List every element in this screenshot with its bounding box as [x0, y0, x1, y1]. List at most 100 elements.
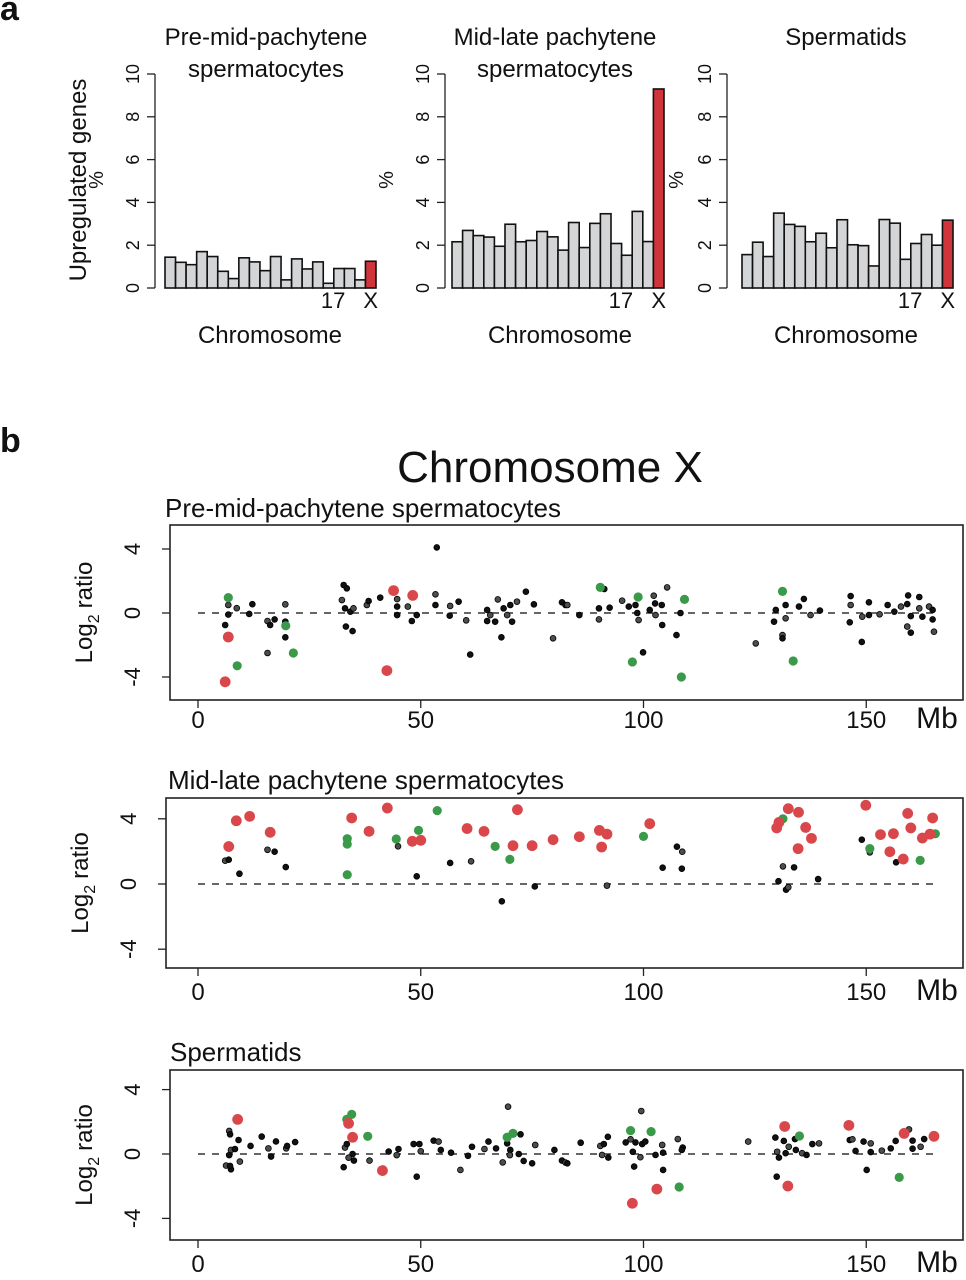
- point-unchanged: [652, 1151, 659, 1159]
- bar-4: [482, 236, 496, 289]
- bar-5: [206, 255, 219, 289]
- x-tick-label: 0: [191, 707, 204, 734]
- point-unchanged: [816, 607, 824, 614]
- point-green: [347, 1109, 357, 1119]
- bar-16: [610, 242, 623, 289]
- point-unchanged: [779, 634, 786, 642]
- point-unchanged: [446, 602, 454, 610]
- point-unchanged: [225, 856, 233, 864]
- point-unchanged: [847, 592, 854, 600]
- y-axis-label-main: Log: [67, 894, 94, 934]
- point-unchanged: [659, 1149, 667, 1157]
- bar-3: [185, 263, 198, 289]
- point-red: [800, 822, 812, 833]
- point-unchanged: [606, 604, 613, 612]
- bar-19: [354, 279, 367, 289]
- point-red: [223, 841, 235, 852]
- point-unchanged: [678, 848, 686, 856]
- point-unchanged: [663, 584, 671, 591]
- point-unchanged: [773, 1148, 781, 1156]
- bar-19: [641, 240, 655, 289]
- point-red: [902, 808, 914, 819]
- bar-14: [588, 222, 602, 289]
- bar-1: [164, 256, 177, 289]
- point-unchanged: [291, 1138, 299, 1146]
- x-axis-label: Mb: [916, 1246, 958, 1279]
- point-unchanged: [394, 843, 402, 850]
- point-unchanged: [884, 601, 891, 609]
- point-unchanged: [678, 1146, 686, 1154]
- point-unchanged: [341, 605, 349, 612]
- point-red: [924, 828, 936, 840]
- x-tick-label: 50: [407, 707, 434, 734]
- point-unchanged: [393, 603, 401, 610]
- point-unchanged: [785, 1143, 793, 1151]
- point-red: [573, 831, 585, 843]
- point-unchanged: [632, 601, 639, 609]
- point-unchanged: [231, 1145, 239, 1153]
- point-unchanged: [267, 1153, 275, 1160]
- point-unchanged: [629, 1148, 637, 1156]
- point-unchanged: [494, 596, 502, 603]
- plot-frame: [165, 797, 964, 969]
- point-unchanged: [503, 611, 511, 619]
- point-red: [596, 841, 608, 853]
- point-red: [407, 590, 419, 601]
- y-axis-label-main: Log: [71, 1166, 98, 1206]
- point-unchanged: [393, 1151, 400, 1159]
- bar-7: [804, 240, 817, 289]
- point-unchanged: [498, 897, 506, 905]
- point-red: [264, 826, 276, 838]
- x-tick-label: 0: [191, 979, 204, 1006]
- y-axis-label-rest: ratio: [67, 832, 94, 879]
- bar-15: [599, 212, 612, 289]
- point-red: [779, 1121, 791, 1132]
- bar-13: [290, 258, 303, 289]
- y-tick-label: 8: [123, 112, 143, 122]
- bar-11: [269, 255, 282, 289]
- point-unchanged: [677, 609, 684, 617]
- point-green: [342, 839, 352, 849]
- point-unchanged: [772, 1134, 779, 1141]
- point-unchanged: [633, 609, 641, 617]
- chart-title: Pre-mid-pachytene: [165, 24, 368, 51]
- point-unchanged: [447, 1149, 455, 1157]
- y-tick-label: 4: [413, 197, 433, 207]
- point-unchanged: [393, 595, 401, 603]
- bar-5: [493, 245, 506, 289]
- y-tick-label: 8: [695, 112, 715, 122]
- y-axis-label: %: [666, 171, 688, 189]
- bar-17: [909, 242, 923, 289]
- point-unchanged: [860, 1138, 867, 1145]
- point-red: [644, 818, 656, 830]
- y-tick-label: 4: [120, 543, 145, 555]
- y-tick-label: 10: [413, 64, 433, 84]
- point-green: [788, 656, 798, 666]
- point-unchanged: [780, 1137, 788, 1145]
- point-unchanged: [446, 859, 454, 867]
- y-tick-label: 10: [123, 64, 143, 84]
- point-red: [381, 665, 393, 676]
- point-unchanged: [467, 858, 475, 865]
- a-y-axis-label: Upregulated genes: [65, 79, 92, 282]
- x-tick-label: X: [651, 288, 666, 313]
- bar-6: [504, 223, 517, 289]
- point-unchanged: [457, 1166, 464, 1174]
- point-unchanged: [847, 601, 854, 609]
- point-unchanged: [809, 1140, 816, 1148]
- y-tick-label: 6: [695, 155, 715, 165]
- point-unchanged: [917, 1143, 924, 1151]
- point-green: [595, 582, 605, 593]
- scatter-chart-1: Pre-mid-pachytene spermatocytes 4 0 -4 0 50 10…: [71, 493, 964, 735]
- y-tick-label: 0: [120, 607, 145, 619]
- point-unchanged: [564, 601, 571, 609]
- bar-19: [931, 244, 944, 289]
- point-unchanged: [365, 597, 372, 605]
- bar-3: [762, 255, 775, 289]
- point-unchanged: [283, 1142, 291, 1150]
- bar-17: [332, 267, 346, 289]
- y-tick-label: 4: [123, 197, 143, 207]
- bar-14: [301, 268, 314, 289]
- point-unchanged: [803, 1151, 810, 1159]
- point-unchanged: [508, 618, 516, 625]
